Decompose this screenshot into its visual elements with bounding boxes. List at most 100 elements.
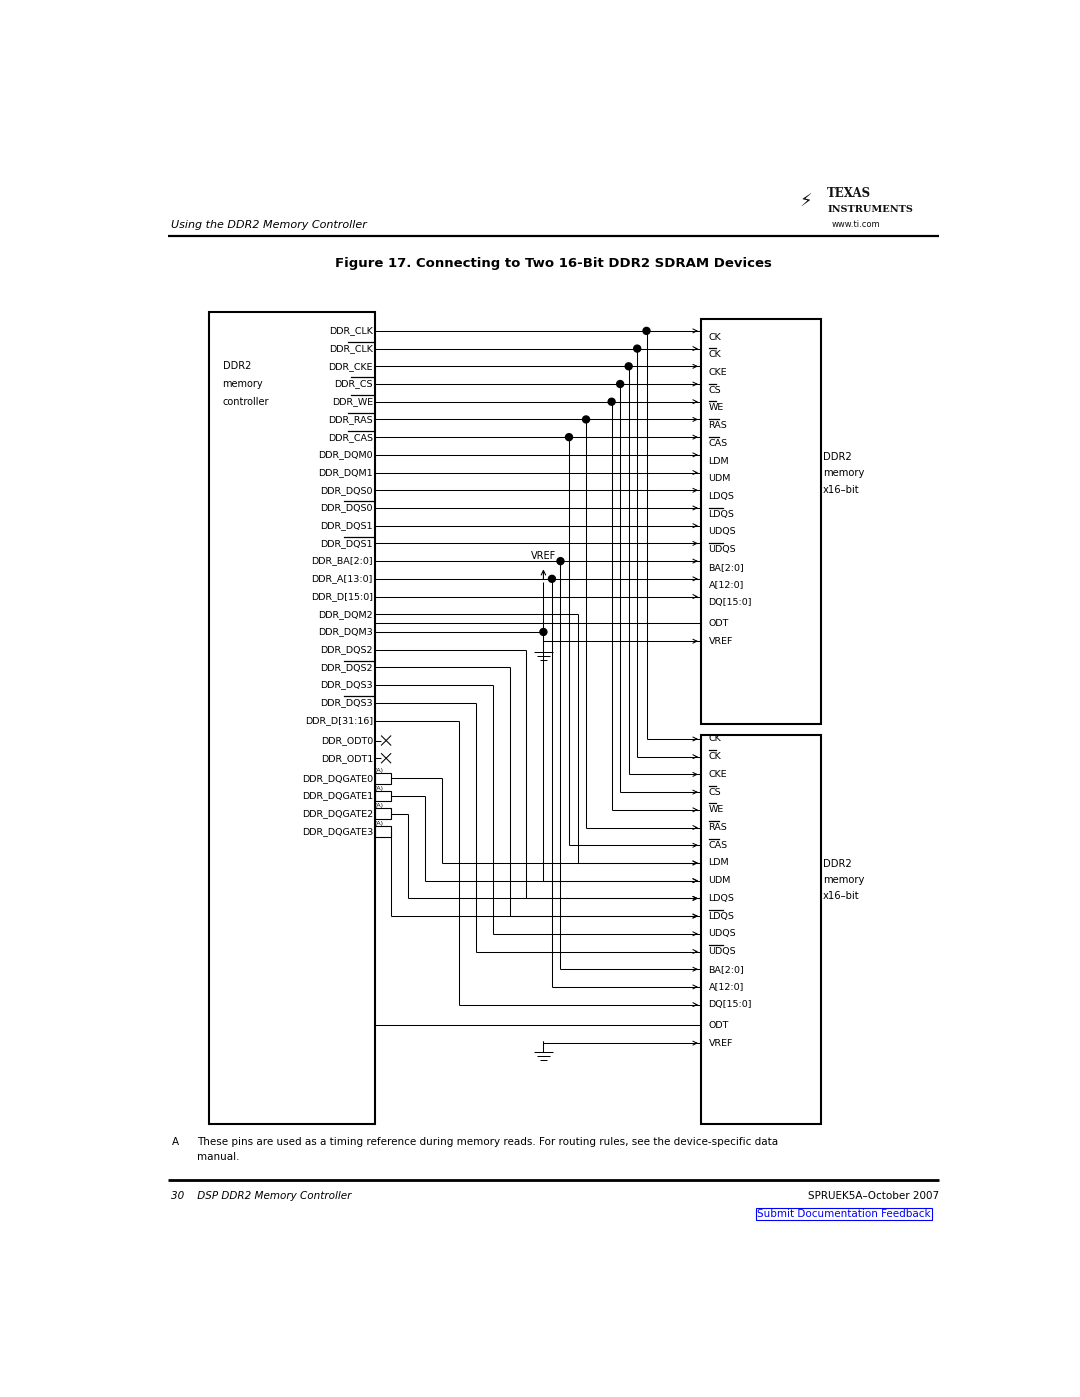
Text: CK: CK <box>708 351 721 359</box>
Text: DDR_DQS3: DDR_DQS3 <box>321 698 373 707</box>
Text: DDR_CKE: DDR_CKE <box>328 362 373 370</box>
Text: DDR_DQGATE1: DDR_DQGATE1 <box>301 792 373 800</box>
Text: DDR_DQM2: DDR_DQM2 <box>319 609 373 619</box>
Text: x16–bit: x16–bit <box>823 485 860 495</box>
Text: VREF: VREF <box>530 550 556 562</box>
Text: VREF: VREF <box>708 637 733 645</box>
Text: DDR_DQGATE0: DDR_DQGATE0 <box>301 774 373 782</box>
Text: A: A <box>172 1137 178 1147</box>
Bar <box>375 791 391 802</box>
Text: UDQS: UDQS <box>708 947 737 956</box>
Text: DDR_DQGATE2: DDR_DQGATE2 <box>301 809 373 819</box>
Text: DDR_DQS2: DDR_DQS2 <box>321 662 373 672</box>
Text: Using the DDR2 Memory Controller: Using the DDR2 Memory Controller <box>172 219 367 229</box>
Text: BA[2:0]: BA[2:0] <box>708 965 744 974</box>
Text: INSTRUMENTS: INSTRUMENTS <box>827 205 913 214</box>
Text: Submit Documentation Feedback: Submit Documentation Feedback <box>757 1208 931 1220</box>
Text: DDR_DQS1: DDR_DQS1 <box>321 521 373 531</box>
Text: RAS: RAS <box>708 823 727 833</box>
Text: CKE: CKE <box>708 367 727 377</box>
Text: RAS: RAS <box>708 420 727 430</box>
Text: 30    DSP DDR2 Memory Controller: 30 DSP DDR2 Memory Controller <box>172 1190 352 1200</box>
Text: WE: WE <box>708 805 724 814</box>
Text: SPRUEK5A–October 2007: SPRUEK5A–October 2007 <box>808 1190 940 1200</box>
Text: (A): (A) <box>375 785 383 791</box>
Text: DDR_DQM0: DDR_DQM0 <box>319 450 373 460</box>
Text: CS: CS <box>708 788 721 796</box>
Text: DDR_DQS0: DDR_DQS0 <box>321 503 373 513</box>
Text: ODT: ODT <box>708 619 729 629</box>
Text: LDM: LDM <box>708 457 729 465</box>
Text: These pins are used as a timing reference during memory reads. For routing rules: These pins are used as a timing referenc… <box>197 1137 778 1147</box>
Text: DDR_CAS: DDR_CAS <box>328 433 373 441</box>
Circle shape <box>617 380 623 387</box>
Text: (A): (A) <box>375 821 383 826</box>
Bar <box>701 735 821 1125</box>
Text: DDR_CLK: DDR_CLK <box>329 344 373 353</box>
Text: DDR_DQS3: DDR_DQS3 <box>321 680 373 690</box>
Text: DDR2: DDR2 <box>823 859 852 869</box>
Text: manual.: manual. <box>197 1153 240 1162</box>
Text: DDR_DQS1: DDR_DQS1 <box>321 539 373 548</box>
Text: DQ[15:0]: DQ[15:0] <box>708 1000 752 1009</box>
Text: DDR2: DDR2 <box>222 362 251 372</box>
Text: DDR_WE: DDR_WE <box>332 397 373 407</box>
Text: DDR_A[13:0]: DDR_A[13:0] <box>311 574 373 584</box>
Bar <box>375 809 391 819</box>
Text: DDR_DQS2: DDR_DQS2 <box>321 645 373 654</box>
Text: DDR2: DDR2 <box>823 453 852 462</box>
Text: DDR_D[15:0]: DDR_D[15:0] <box>311 592 373 601</box>
Bar <box>701 320 821 724</box>
Text: memory: memory <box>222 379 264 388</box>
Bar <box>375 826 391 837</box>
Text: DDR_DQS0: DDR_DQS0 <box>321 486 373 495</box>
Circle shape <box>540 629 546 636</box>
Text: DDR_DQGATE3: DDR_DQGATE3 <box>301 827 373 835</box>
Circle shape <box>557 557 564 564</box>
Text: UDQS: UDQS <box>708 545 737 555</box>
Text: ODT: ODT <box>708 1021 729 1030</box>
Circle shape <box>608 398 616 405</box>
Text: ⚡: ⚡ <box>799 193 812 211</box>
Text: DDR_D[31:16]: DDR_D[31:16] <box>305 717 373 725</box>
Text: (A): (A) <box>375 768 383 773</box>
Circle shape <box>582 416 590 423</box>
Text: TEXAS: TEXAS <box>827 187 872 200</box>
Text: memory: memory <box>823 875 865 884</box>
Text: Figure 17. Connecting to Two 16-Bit DDR2 SDRAM Devices: Figure 17. Connecting to Two 16-Bit DDR2… <box>335 257 772 271</box>
Bar <box>375 773 391 784</box>
Text: controller: controller <box>222 397 269 407</box>
Text: UDQS: UDQS <box>708 527 737 536</box>
Circle shape <box>566 433 572 440</box>
Text: CS: CS <box>708 386 721 395</box>
Text: UDQS: UDQS <box>708 929 737 939</box>
Text: DDR_BA[2:0]: DDR_BA[2:0] <box>311 556 373 566</box>
Text: BA[2:0]: BA[2:0] <box>708 563 744 571</box>
Text: memory: memory <box>823 468 865 478</box>
Text: WE: WE <box>708 404 724 412</box>
Circle shape <box>634 345 640 352</box>
Text: DDR_ODT1: DDR_ODT1 <box>321 754 373 763</box>
Text: UDM: UDM <box>708 474 731 483</box>
Text: A[12:0]: A[12:0] <box>708 982 744 992</box>
Text: x16–bit: x16–bit <box>823 891 860 901</box>
Text: LDQS: LDQS <box>708 492 734 502</box>
Text: UDM: UDM <box>708 876 731 886</box>
Circle shape <box>549 576 555 583</box>
Text: DDR_DQM1: DDR_DQM1 <box>319 468 373 476</box>
Text: CAS: CAS <box>708 841 728 849</box>
Text: LDM: LDM <box>708 858 729 868</box>
Text: DDR_CS: DDR_CS <box>335 380 373 388</box>
Text: LDQS: LDQS <box>708 894 734 902</box>
Circle shape <box>643 327 650 334</box>
Text: LDQS: LDQS <box>708 510 734 518</box>
Text: CAS: CAS <box>708 439 728 448</box>
Text: DQ[15:0]: DQ[15:0] <box>708 598 752 608</box>
Circle shape <box>625 363 632 370</box>
Text: CK: CK <box>708 332 721 341</box>
Text: (A): (A) <box>375 803 383 809</box>
Text: www.ti.com: www.ti.com <box>832 221 880 229</box>
Text: DDR_DQM3: DDR_DQM3 <box>319 627 373 637</box>
Text: DDR_ODT0: DDR_ODT0 <box>321 736 373 745</box>
Text: DDR_CLK: DDR_CLK <box>329 327 373 335</box>
